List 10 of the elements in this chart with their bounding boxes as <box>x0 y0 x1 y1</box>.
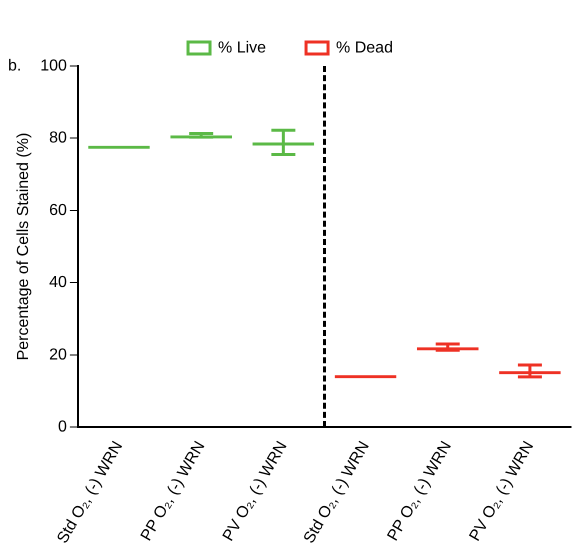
y-tick-label: 100 <box>40 57 67 74</box>
y-tick-label: 0 <box>58 418 67 436</box>
y-axis-title: Percentage of Cells Stained (%) <box>15 132 32 360</box>
legend-label: % Dead <box>336 39 393 56</box>
legend-label: % Live <box>218 39 266 56</box>
y-tick-label: 60 <box>49 202 67 219</box>
y-tick-label: 40 <box>49 274 67 292</box>
y-tick-label: 80 <box>49 130 67 147</box>
chart-title: b. <box>8 57 22 74</box>
y-tick-label: 20 <box>49 346 67 364</box>
